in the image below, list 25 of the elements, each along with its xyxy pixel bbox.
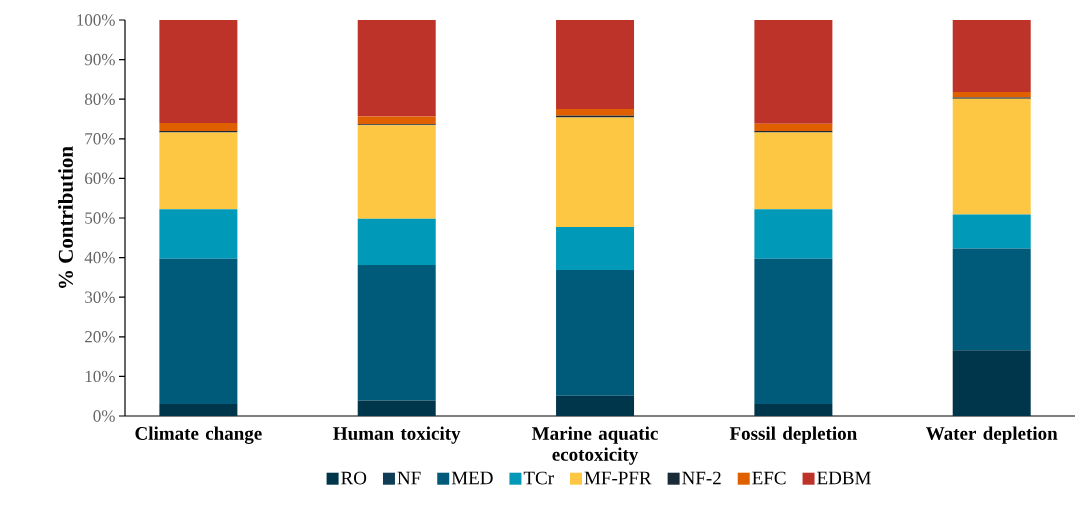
legend-label: RO [341,471,367,485]
x-tick-label: Water depletion [926,426,1058,444]
y-tick-label: 60% [85,172,115,185]
legend-label: EDBM [817,471,871,485]
y-tick-label: 80% [84,93,115,105]
x-tick-label: Human toxicity [333,426,461,444]
legend-label: NF-2 [682,471,721,485]
y-tick-label: 10% [85,370,115,383]
y-tick-label: 70% [85,133,115,145]
x-tick-label: Marine aquatic ecotoxicity [532,426,658,465]
legend-label: MED [451,471,493,485]
x-tick-label: Climate change [135,426,262,444]
legend-label: TCr [523,471,554,485]
legend-label: EFC [752,471,786,485]
y-tick-label: 0% [93,410,115,422]
legend-label: NF [397,471,421,485]
y-tick-label: 20% [85,331,115,343]
y-axis-title: % Contribution [58,146,73,288]
legend-label: MF-PFR [584,471,652,485]
y-tick-label: 40% [84,251,115,264]
y-tick-label: 100% [77,14,115,26]
y-tick-label: 30% [85,291,115,303]
y-tick-label: 90% [84,53,115,66]
x-tick-label: Fossil depletion [729,426,857,444]
y-tick-label: 50% [85,212,115,224]
